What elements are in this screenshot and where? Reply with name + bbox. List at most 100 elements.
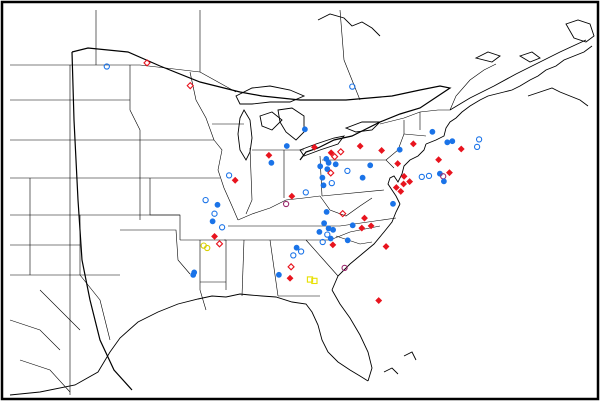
il-in [245,147,253,215]
station-marker-circle-47 [390,200,396,207]
gulf-coast [9,293,369,396]
station-marker-circle-0 [103,63,110,70]
station-marker-diamond-36 [435,156,443,164]
station-marker-diamond-55 [211,232,218,240]
station-marker-circle-51 [214,201,221,208]
station-marker-circle-75 [319,238,326,246]
station-marker-diamond-66 [361,214,368,222]
station-marker-circle-18 [344,167,351,175]
station-marker-diamond-12 [330,152,339,161]
station-marker-circle-88 [341,264,348,272]
lake-ontario [344,121,382,133]
ok-tx-red-river [120,229,191,275]
michigan-upper [259,111,283,131]
bahamas-a [383,367,399,375]
station-marker-circle-81 [297,248,305,255]
great-lakes [235,85,382,161]
station-marker-diamond-23 [378,147,386,154]
station-marker-circle-3 [349,83,356,90]
station-marker-circle-15 [324,166,331,172]
station-marker-diamond-56 [215,240,224,248]
station-marker-diamond-78 [358,224,366,232]
station-marker-diamond-1 [143,59,151,67]
station-marker-circle-82 [290,252,297,259]
station-marker-circle-60 [190,271,197,278]
station-marker-circle-73 [324,231,331,238]
us-canada-border-west [10,64,237,93]
al-ga [269,239,279,297]
station-marker-diamond-44 [400,180,408,188]
station-marker-diamond-79 [382,243,390,250]
station-marker-square-86 [306,276,314,283]
station-marker-circle-31 [425,172,433,180]
lake-superior [235,85,306,105]
station-marker-diamond-89 [375,297,383,304]
anticosti [518,51,541,63]
station-marker-diamond-22 [356,142,364,150]
ga-sc [305,239,339,277]
midatlantic-coast [387,143,427,205]
station-marker-diamond-37 [457,145,465,153]
hudson-bay [317,13,381,37]
ma-ct [403,133,427,137]
station-marker-diamond-6 [310,143,318,151]
mexico-states-b [39,289,81,331]
maine-border [449,63,497,111]
station-marker-diamond-85 [286,274,294,282]
newfoundland [565,19,595,43]
station-marker-circle-27 [359,174,366,181]
station-marker-circle-54 [218,224,226,231]
station-marker-circle-39 [473,143,481,151]
station-marker-circle-49 [225,172,233,179]
st-lawrence [449,39,587,111]
lake-erie [299,135,346,157]
station-marker-circle-34 [440,178,447,185]
station-marker-diamond-48 [231,176,239,184]
station-marker-circle-50 [202,196,209,204]
station-marker-diamond-76 [329,241,337,249]
station-marker-circle-4 [301,126,308,133]
pa-md [321,189,385,197]
station-marker-circle-58 [204,244,211,252]
station-marker-circle-40 [449,138,456,145]
station-marker-diamond-8 [336,148,345,156]
station-marker-circle-14 [332,161,339,168]
station-marker-diamond-29 [406,178,414,186]
station-marker-circle-71 [321,220,327,227]
marker-layer [103,59,483,304]
ny-east [385,120,405,161]
tn-south [224,225,381,241]
mississippi-il [213,139,239,221]
station-marker-diamond-2 [186,81,195,90]
station-marker-circle-64 [323,208,330,215]
wv-va [319,195,373,217]
station-marker-circle-52 [211,210,218,217]
station-marker-diamond-35 [446,169,453,177]
lake-michigan [237,109,253,161]
station-marker-circle-70 [325,225,332,232]
station-marker-circle-68 [349,222,356,229]
station-marker-diamond-17 [326,169,335,177]
station-marker-circle-25 [367,162,374,169]
florida-east-coast [331,289,373,382]
mexico-states-a [9,319,61,351]
station-marker-circle-20 [328,179,335,187]
station-marker-circle-21 [320,182,327,189]
station-marker-circle-41 [444,139,451,146]
station-marker-circle-19 [319,174,326,181]
station-marker-circle-38 [475,136,483,143]
station-marker-circle-84 [275,271,282,278]
station-marker-circle-53 [209,218,216,225]
small-island [474,51,501,63]
ms-al [241,239,245,297]
political-borders [9,9,497,395]
station-marker-diamond-67 [367,222,375,230]
station-marker-diamond-26 [394,160,402,167]
tx-la [199,240,207,311]
new-england-coast [425,91,505,145]
lake-huron [277,107,305,141]
